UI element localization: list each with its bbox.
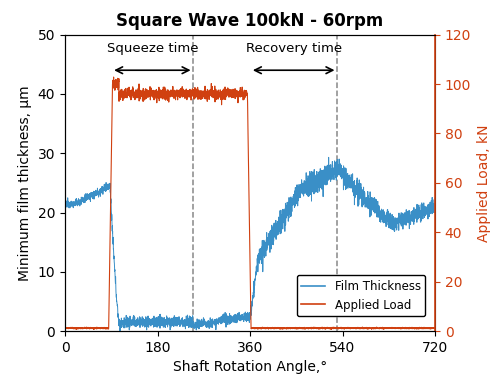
Y-axis label: Applied Load, kN: Applied Load, kN <box>476 124 490 242</box>
Text: Recovery time: Recovery time <box>246 42 342 55</box>
Legend: Film Thickness, Applied Load: Film Thickness, Applied Load <box>297 275 426 316</box>
Text: Squeeze time: Squeeze time <box>106 42 198 55</box>
X-axis label: Shaft Rotation Angle,°: Shaft Rotation Angle,° <box>173 360 327 374</box>
Title: Square Wave 100kN - 60rpm: Square Wave 100kN - 60rpm <box>116 12 384 30</box>
Y-axis label: Minimum film thickness, μm: Minimum film thickness, μm <box>18 85 32 281</box>
